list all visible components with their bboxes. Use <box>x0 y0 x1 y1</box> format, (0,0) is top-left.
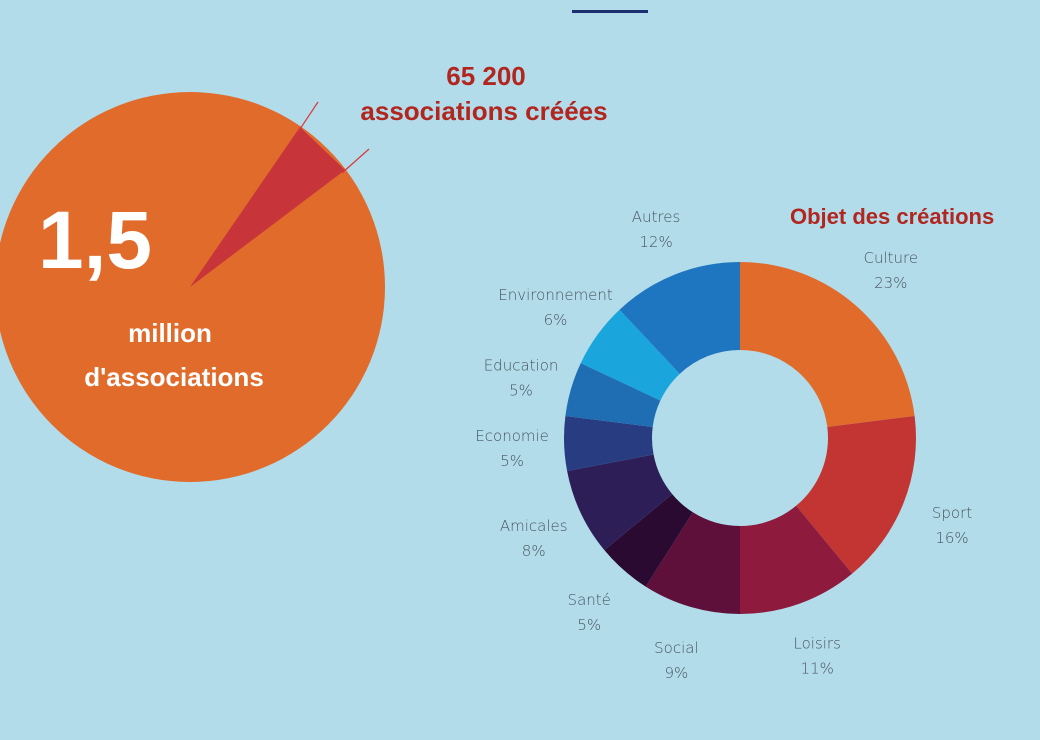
donut-value-loisirs: 11% <box>801 660 834 678</box>
donut-label-amicales: Amicales <box>500 517 568 535</box>
callout-line-1 <box>297 101 319 133</box>
donut-value-sante: 5% <box>577 616 601 634</box>
donut-label-economie: Economie <box>475 427 549 445</box>
total-caption-line1: million <box>128 318 212 348</box>
created-slice <box>190 127 345 287</box>
donut-slice-environnement <box>580 309 680 401</box>
donut-value-social: 9% <box>664 664 688 682</box>
donut-label-social: Social <box>654 639 698 657</box>
donut-title: Objet des créations <box>790 204 994 229</box>
donut-value-sport: 16% <box>935 529 968 547</box>
donut-slice-culture <box>740 262 915 427</box>
donut-label-environnement: Environnement <box>498 286 613 304</box>
donut-value-culture: 23% <box>874 274 907 292</box>
donut-slice-economie <box>564 415 654 471</box>
donut-slice-social <box>645 512 740 614</box>
donut-slice-education <box>565 363 661 427</box>
total-pie: 1,5 million d'associations <box>0 92 385 482</box>
donut-value-autres: 12% <box>639 233 672 251</box>
donut-label-sport: Sport <box>932 504 972 522</box>
donut-value-environnement: 6% <box>544 311 568 329</box>
callout-line-2 <box>341 148 370 174</box>
donut-slice-amicales <box>567 454 673 551</box>
donut-label-sante: Santé <box>568 591 611 609</box>
donut-slice-sport <box>796 415 916 574</box>
donut-value-amicales: 8% <box>522 542 546 560</box>
donut-label-loisirs: Loisirs <box>794 635 841 653</box>
donut-value-education: 5% <box>509 381 533 399</box>
donut-slice-autres <box>619 262 740 374</box>
donut-label-autres: Autres <box>632 208 681 226</box>
accent-bar <box>572 10 648 13</box>
created-value: 65 200 <box>446 61 526 91</box>
donut-value-economie: 5% <box>500 452 524 470</box>
donut-chart: Culture 23% Sport 16% Loisirs 11% Social 9% Sant… <box>475 208 972 682</box>
donut-slice-sante <box>604 494 693 587</box>
donut-label-education: Education <box>484 356 559 374</box>
total-caption-line2: d'associations <box>84 362 264 392</box>
created-caption: associations créées <box>360 96 607 126</box>
donut-label-culture: Culture <box>863 249 918 267</box>
donut-slice-loisirs <box>740 505 853 614</box>
total-value: 1,5 <box>38 195 152 286</box>
total-pie-disc <box>0 92 385 482</box>
